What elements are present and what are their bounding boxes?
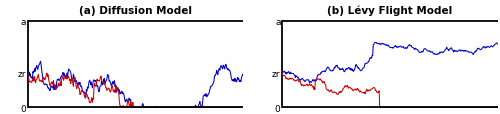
Title: (b) Lévy Flight Model: (b) Lévy Flight Model [327,6,452,16]
Title: (a) Diffusion Model: (a) Diffusion Model [79,6,192,16]
